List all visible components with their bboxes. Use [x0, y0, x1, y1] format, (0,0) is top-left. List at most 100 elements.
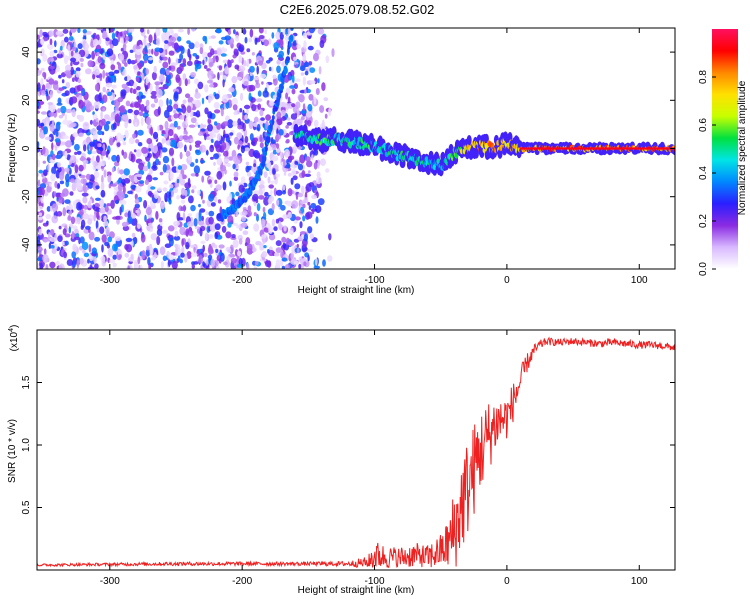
noise-speckle [151, 71, 157, 81]
noise-speckle [58, 225, 62, 230]
noise-speckle [101, 118, 106, 126]
noise-speckle [304, 88, 307, 94]
noise-speckle [296, 108, 300, 118]
noise-speckle [284, 149, 290, 158]
noise-speckle [216, 133, 222, 142]
noise-speckle [37, 141, 40, 149]
noise-speckle [87, 60, 94, 68]
noise-speckle [300, 110, 307, 114]
noise-speckle [290, 252, 295, 260]
noise-speckle [205, 259, 209, 266]
x-tick-label: -100 [365, 576, 385, 587]
noise-speckle [40, 77, 44, 87]
noise-speckle [132, 133, 137, 139]
noise-speckle [146, 245, 150, 251]
x-tick-label: -100 [365, 275, 385, 286]
noise-speckle [262, 70, 268, 74]
noise-speckle [95, 220, 99, 230]
noise-speckle [239, 108, 243, 113]
noise-speckle [53, 191, 57, 197]
noise-speckle [210, 202, 216, 207]
noise-speckle [331, 48, 335, 58]
noise-speckle [204, 36, 208, 45]
noise-speckle [215, 55, 219, 63]
noise-speckle [116, 218, 120, 225]
noise-speckle [171, 190, 174, 198]
noise-speckle [273, 123, 277, 131]
noise-speckle [76, 84, 83, 92]
x-tick-label: 100 [631, 576, 648, 587]
noise-speckle [226, 162, 231, 168]
noise-speckle [271, 32, 275, 39]
noise-speckle [186, 251, 192, 259]
noise-speckle [251, 52, 255, 56]
noise-speckle [271, 144, 277, 151]
noise-speckle [261, 251, 268, 258]
noise-speckle [220, 165, 226, 172]
noise-speckle [220, 107, 224, 117]
noise-speckle [167, 41, 174, 46]
noise-speckle [286, 162, 291, 169]
noise-speckle [208, 179, 213, 184]
noise-speckle [37, 118, 41, 127]
noise-speckle [261, 234, 267, 239]
noise-speckle [205, 150, 209, 156]
noise-speckle [57, 166, 62, 173]
noise-speckle [246, 58, 250, 68]
noise-speckle [128, 28, 135, 33]
noise-speckle [328, 107, 332, 117]
noise-speckle [199, 43, 204, 49]
noise-speckle [253, 76, 260, 81]
noise-speckle [37, 257, 41, 262]
noise-speckle [124, 62, 128, 67]
noise-speckle [64, 141, 71, 146]
noise-speckle [197, 81, 204, 90]
noise-speckle [158, 74, 166, 83]
noise-speckle [301, 185, 305, 195]
noise-speckle [108, 71, 115, 76]
noise-speckle [178, 173, 183, 183]
noise-speckle [185, 150, 191, 158]
noise-speckle [281, 265, 286, 269]
noise-speckle [217, 199, 222, 204]
noise-speckle [138, 162, 145, 171]
noise-speckle [243, 59, 247, 66]
noise-speckle [258, 28, 264, 34]
noise-speckle [58, 114, 64, 119]
noise-speckle [317, 28, 325, 35]
noise-speckle [56, 121, 61, 126]
noise-speckle [308, 61, 313, 66]
noise-speckle [133, 206, 138, 216]
noise-speckle [56, 211, 63, 217]
noise-speckle [268, 195, 275, 202]
noise-speckle [190, 252, 198, 257]
noise-speckle [82, 102, 86, 107]
noise-speckle [140, 28, 145, 33]
noise-speckle [94, 48, 101, 53]
noise-speckle [105, 150, 109, 158]
noise-speckle [271, 203, 275, 211]
noise-speckle [121, 114, 129, 122]
noise-speckle [208, 74, 212, 81]
noise-speckle [184, 78, 188, 87]
noise-speckle [85, 30, 92, 35]
ridge-halo [320, 128, 326, 139]
noise-speckle [57, 97, 62, 105]
noise-speckle [132, 213, 136, 219]
noise-speckle [149, 228, 153, 233]
noise-speckle [71, 109, 76, 118]
noise-speckle [256, 203, 261, 212]
noise-speckle [130, 184, 137, 190]
noise-speckle [191, 100, 198, 105]
noise-speckle [37, 110, 40, 114]
noise-speckle [155, 28, 161, 37]
noise-speckle [97, 130, 103, 136]
noise-speckle [58, 171, 65, 181]
noise-speckle [273, 187, 277, 197]
noise-speckle [270, 139, 276, 144]
noise-speckle [40, 67, 45, 72]
noise-speckle [194, 78, 199, 85]
noise-speckle [275, 247, 283, 254]
noise-speckle [112, 243, 118, 252]
noise-speckle [145, 207, 152, 216]
